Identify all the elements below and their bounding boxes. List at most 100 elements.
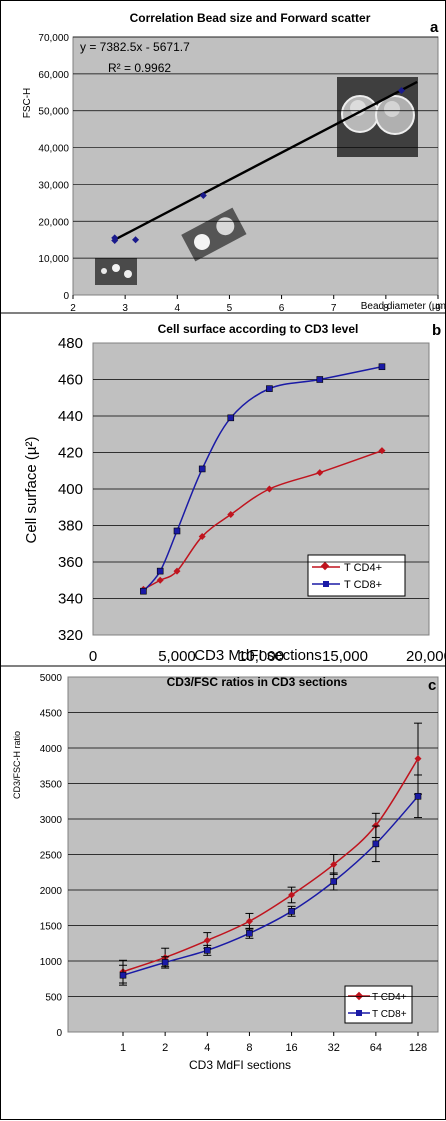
panel-a-ytick: 50,000 [38, 107, 69, 118]
panel-c-xtick: 64 [370, 1042, 382, 1054]
panel-b-point [265, 485, 273, 493]
panel-c-ytick: 3500 [40, 780, 63, 791]
panel-a-xtick: 9 [435, 303, 441, 314]
panel-b-point [198, 532, 206, 540]
panel-b-xtick: 20,000 [406, 648, 446, 665]
panel-a-trendline [114, 80, 418, 241]
panel-c-point [245, 917, 253, 925]
panel-a-ytick: 30,000 [38, 180, 69, 191]
panel-c-ytick: 4500 [40, 709, 63, 720]
panel-b-ytick: 360 [58, 554, 83, 571]
panel-b-xtick: 5,000 [158, 648, 196, 665]
panel-b-xtick: 0 [89, 648, 97, 665]
legend-cd4-marker [320, 561, 330, 571]
trendline-equation: y = 7382.5x - 5671.7 [80, 40, 190, 54]
panel-b-point [140, 587, 147, 595]
panel-c-point [372, 840, 380, 848]
panel-c-xtick: 16 [285, 1042, 297, 1054]
panel-b-ytick: 380 [58, 518, 83, 535]
panel-c-xlabel: CD3 MdFI sections [189, 1058, 291, 1072]
panel-b-xtick: 15,000 [322, 648, 368, 665]
panel-c-ytick: 1000 [40, 957, 63, 968]
panel-c-point [414, 755, 422, 763]
panel-b-ytick: 400 [58, 481, 83, 498]
panel-a-ytick: 20,000 [38, 217, 69, 228]
legend-cd8-marker [323, 581, 329, 587]
panel-a-point [398, 86, 405, 94]
panel-c-legend: T CD4+ T CD8+ [344, 985, 413, 1024]
panel-b-legend-cd8: T CD8+ [344, 579, 382, 591]
panel-c-series-line [122, 795, 419, 976]
panel-c-point [203, 936, 211, 944]
panel-b-point [198, 465, 206, 473]
panel-c-point [372, 821, 380, 829]
panel-b-point [156, 567, 164, 575]
panel-a-ytick: 0 [63, 291, 69, 302]
panel-c-legend-box [344, 985, 413, 1024]
panel-c-ytick: 3000 [40, 815, 63, 826]
panel-b-point [173, 567, 181, 575]
panel-c-ytick: 2500 [40, 851, 63, 862]
panel-a-point [199, 191, 207, 199]
panel-c-xtick: 128 [409, 1042, 427, 1054]
panel-a-xtick: 8 [383, 303, 389, 314]
r-squared-label: R² = 0.9962 [108, 61, 171, 75]
panel-b-legend: T CD4+ T CD8+ [307, 554, 406, 597]
panel-b-point [227, 414, 235, 422]
panel-a-xtick: 3 [122, 303, 128, 314]
panel-c-point [203, 947, 211, 954]
chart-marks: 0 10,000 20,000 30,000 40,000 50,000 60,000 70,… [38, 33, 446, 1054]
panel-b-xlabel: CD3 MdFI sections [194, 647, 322, 664]
panel-a-xtick: 2 [70, 303, 76, 314]
panel-c-xtick: 4 [204, 1042, 210, 1054]
panel-a-letter: a [430, 19, 439, 36]
panel-c-point [246, 930, 253, 937]
panel-c-point [330, 878, 338, 885]
panel-a-point [132, 236, 140, 244]
panel-a-ytick: 60,000 [38, 70, 69, 81]
panel-b-ytick: 340 [58, 591, 83, 608]
bead-photo-small [95, 258, 137, 285]
legend-c-cd4-marker [354, 991, 364, 1001]
panel-c-xtick: 2 [162, 1042, 168, 1054]
panel-a-xtick: 6 [279, 303, 285, 314]
panel-a-xtick: 5 [227, 303, 233, 314]
panel-b-point [378, 363, 386, 371]
panel-c-point [330, 860, 338, 868]
panel-b: Cell surface according to CD3 level b Ce… [23, 322, 441, 664]
legend-c-cd8-marker [356, 1010, 362, 1016]
panel-a-xlabel: Bead diameter (µm [361, 301, 446, 312]
panel-c-point [288, 907, 295, 915]
panel-c-legend-cd4: T CD4+ [372, 992, 407, 1003]
panel-c-point [288, 891, 296, 899]
panel-b-point [156, 576, 164, 584]
panel-b-point [316, 376, 324, 383]
panel-b-ylabel: Cell surface (µ²) [23, 437, 40, 544]
panel-a-xtick: 4 [175, 303, 181, 314]
panel-c-point [119, 971, 127, 979]
panel-c-xtick: 8 [246, 1042, 252, 1054]
panel-a-ytick: 10,000 [38, 254, 69, 265]
panel-c-ytick: 5000 [40, 673, 63, 684]
panel-c-point [161, 959, 169, 966]
panel-b-legend-cd4: T CD4+ [344, 562, 382, 574]
panel-c-ytick: 4000 [40, 744, 63, 755]
panel-a-ytick: 40,000 [38, 144, 69, 155]
panel-b-point [316, 469, 324, 477]
panel-b-ytick: 420 [58, 445, 83, 462]
panel-c-ytick: 1500 [40, 922, 63, 933]
panel-c-xtick: 32 [328, 1042, 340, 1054]
panel-a-ytick: 70,000 [38, 33, 69, 44]
panel-a-xtick: 7 [331, 303, 337, 314]
panel-b-ytick: 480 [58, 335, 83, 352]
panel-b-letter: b [432, 322, 441, 339]
panel-c-title: CD3/FSC ratios in CD3 sections [167, 675, 348, 689]
panel-b-ytick: 320 [58, 627, 83, 644]
panel-a: Correlation Bead size and Forward scatte… [22, 11, 446, 312]
panel-b-ytick: 460 [58, 372, 83, 389]
panel-c-ytick: 0 [56, 1028, 62, 1039]
panel-c-ytick: 2000 [40, 886, 63, 897]
panel-b-point [173, 527, 181, 535]
panel-b-point [266, 385, 273, 392]
panel-c-ytick: 500 [45, 993, 62, 1004]
